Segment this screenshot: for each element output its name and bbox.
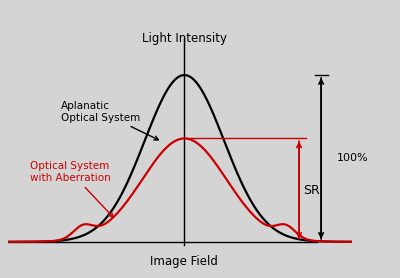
Text: Light Intensity: Light Intensity — [142, 32, 227, 45]
Text: Optical System
with Aberration: Optical System with Aberration — [30, 161, 113, 217]
Text: Image Field: Image Field — [150, 255, 218, 268]
Text: Aplanatic
Optical System: Aplanatic Optical System — [61, 101, 158, 140]
Text: 100%: 100% — [336, 153, 368, 163]
Text: SR: SR — [303, 184, 320, 197]
